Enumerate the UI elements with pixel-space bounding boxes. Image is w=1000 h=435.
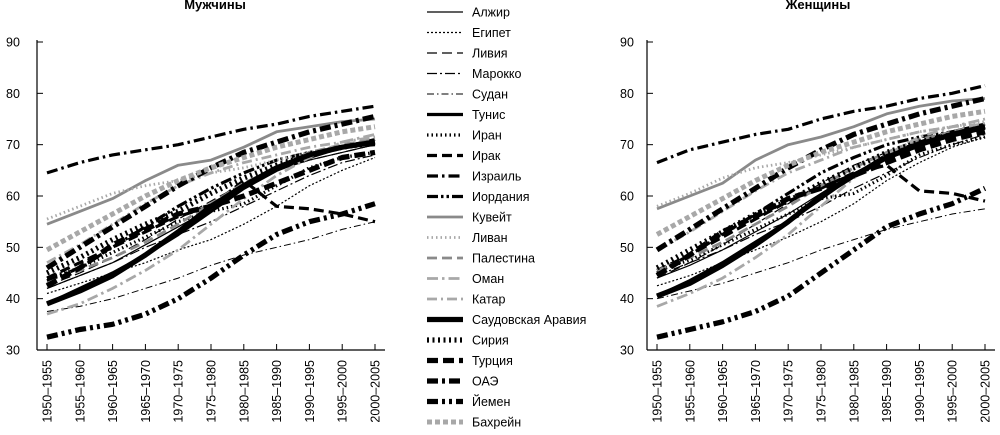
legend-label: Иран <box>472 129 502 143</box>
legend-label: Палестина <box>472 252 535 266</box>
series-line-women-8 <box>656 84 986 165</box>
x-tick-label: 1950–1955 <box>41 360 55 423</box>
series-line-men-3 <box>46 154 376 289</box>
x-tick-label: 1955–1960 <box>73 360 87 423</box>
series-line-women-10 <box>656 97 986 211</box>
y-tick-label: 70 <box>620 138 634 152</box>
x-tick-label: 1985–1990 <box>270 360 284 423</box>
x-tick-label: 1970–1975 <box>782 360 796 423</box>
series-line-men-18 <box>45 113 376 271</box>
series-line-women-6 <box>656 135 986 272</box>
legend-label: Тунис <box>472 108 505 122</box>
legend-label: Алжир <box>472 6 510 20</box>
legend-label: ОАЭ <box>472 375 499 389</box>
x-tick-label: 1960–1965 <box>106 360 120 423</box>
legend-label: Иордания <box>472 190 530 204</box>
x-tick-label: 1990–1995 <box>913 360 927 423</box>
series-line-women-19 <box>656 185 987 340</box>
legend-label: Ливия <box>472 47 508 61</box>
x-tick-label: 1965–1970 <box>749 360 763 423</box>
y-tick-label: 40 <box>620 292 634 306</box>
series-line-men-6 <box>46 150 376 280</box>
y-tick-label: 30 <box>6 344 20 358</box>
x-tick-label: 2000–2005 <box>979 360 993 423</box>
legend-label: Катар <box>472 293 505 307</box>
x-tick-label: 1970–1975 <box>172 360 186 423</box>
x-tick-label: 2000–2005 <box>369 360 383 423</box>
x-tick-label: 1995–2000 <box>946 360 960 423</box>
legend-label: Турция <box>472 354 513 368</box>
series-line-men-2 <box>46 144 376 287</box>
series-line-men-10 <box>46 117 376 226</box>
series-line-men-19 <box>46 201 376 340</box>
y-tick-label: 50 <box>6 241 20 255</box>
chart-panel-men: Мужчины 30 40 50 60 70 80 90 1950–1955 1955–1960… <box>6 0 385 423</box>
series-line-men-16 <box>45 139 376 276</box>
y-tick-label: 70 <box>6 138 20 152</box>
y-tick-label: 60 <box>6 190 20 204</box>
y-tick-label: 90 <box>6 36 20 50</box>
x-tick-label: 1950–1955 <box>651 360 665 423</box>
legend-label: Бахрейн <box>472 416 521 430</box>
x-tick-label: 1980–1985 <box>237 360 251 423</box>
chart-panel-women: Женщины 30 40 50 60 70 80 90 1950–1955 1955–1960… <box>620 0 995 423</box>
x-tick-label: 1975–1980 <box>205 360 219 423</box>
chart-title-men: Мужчины <box>184 0 246 12</box>
legend-label: Израиль <box>472 170 521 184</box>
legend-label: Марокко <box>472 67 521 81</box>
legend-label: Йемен <box>472 394 510 409</box>
legend-label: Судан <box>472 88 508 102</box>
series-line-men-14 <box>46 135 376 264</box>
x-tick-label: 1975–1980 <box>815 360 829 423</box>
legend-label: Оман <box>472 272 504 286</box>
legend-label: Ливан <box>472 231 508 245</box>
y-tick-label: 60 <box>620 190 634 204</box>
series-line-women-17 <box>655 129 986 278</box>
series-line-men-13 <box>46 133 376 316</box>
chart-title-women: Женщины <box>785 0 851 12</box>
x-tick-label: 1995–2000 <box>336 360 350 423</box>
y-tick-label: 80 <box>620 87 634 101</box>
legend-label: Саудовская Аравия <box>472 313 586 327</box>
series-line-women-9 <box>656 125 986 275</box>
x-tick-label: 1965–1970 <box>139 360 153 423</box>
x-tick-label: 1955–1960 <box>683 360 697 423</box>
x-tick-label: 1980–1985 <box>847 360 861 423</box>
series-line-women-15 <box>656 124 986 299</box>
series-line-women-13 <box>656 117 986 308</box>
series-line-women-14 <box>656 122 986 252</box>
y-tick-label: 30 <box>620 344 634 358</box>
legend-label: Египет <box>472 26 511 40</box>
y-tick-label: 40 <box>6 292 20 306</box>
y-tick-label: 90 <box>620 36 634 50</box>
series-line-women-20 <box>655 108 986 237</box>
y-tick-label: 50 <box>620 241 634 255</box>
series-line-men-17 <box>45 149 376 289</box>
series-line-men-20 <box>45 124 376 253</box>
series-line-men-8 <box>46 104 376 175</box>
x-tick-label: 1990–1995 <box>303 360 317 423</box>
x-tick-label: 1985–1990 <box>880 360 894 423</box>
legend-label: Сирия <box>472 334 509 348</box>
y-tick-label: 80 <box>6 87 20 101</box>
series-line-men-4 <box>46 221 376 312</box>
legend-label: Кувейт <box>472 211 512 225</box>
chart-legend: Алжир Египет Ливия Марокко Судан Тунис Иран Ира… <box>427 6 586 430</box>
series-line-women-3 <box>656 133 986 277</box>
legend-label: Ирак <box>472 149 501 163</box>
x-tick-label: 1960–1965 <box>716 360 730 423</box>
